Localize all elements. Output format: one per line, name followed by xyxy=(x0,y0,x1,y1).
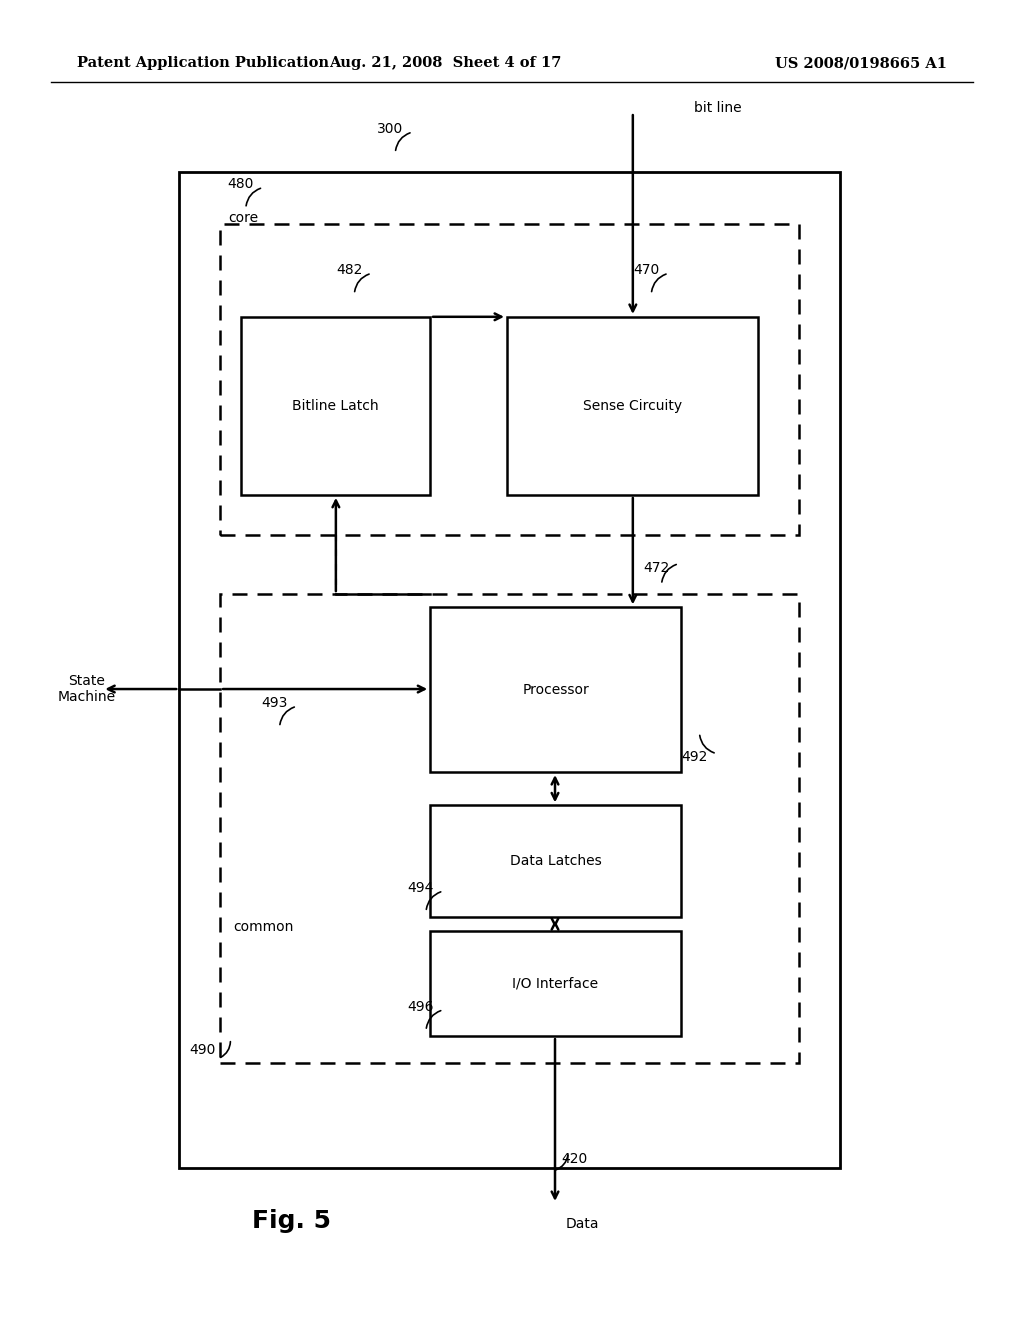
Text: common: common xyxy=(233,920,294,933)
Bar xyxy=(430,805,681,917)
Text: Aug. 21, 2008  Sheet 4 of 17: Aug. 21, 2008 Sheet 4 of 17 xyxy=(330,57,561,70)
Bar xyxy=(241,317,430,495)
Text: Data Latches: Data Latches xyxy=(510,854,601,869)
Text: 470: 470 xyxy=(633,263,659,277)
Text: 300: 300 xyxy=(377,121,403,136)
Bar xyxy=(220,224,799,535)
Bar xyxy=(507,317,758,495)
Text: core: core xyxy=(228,211,258,226)
Text: State
Machine: State Machine xyxy=(58,675,116,704)
Text: Fig. 5: Fig. 5 xyxy=(252,1209,332,1233)
Text: Sense Circuity: Sense Circuity xyxy=(583,399,682,413)
Text: 482: 482 xyxy=(336,263,362,277)
Text: 480: 480 xyxy=(227,177,254,191)
Text: 490: 490 xyxy=(189,1043,216,1057)
Text: I/O Interface: I/O Interface xyxy=(512,977,599,990)
Bar xyxy=(430,931,681,1036)
Text: 494: 494 xyxy=(408,880,434,895)
Text: Bitline Latch: Bitline Latch xyxy=(292,399,379,413)
Text: Patent Application Publication: Patent Application Publication xyxy=(77,57,329,70)
Text: 493: 493 xyxy=(261,696,288,710)
Bar xyxy=(220,594,799,1063)
Bar xyxy=(179,172,840,1168)
Text: Data: Data xyxy=(565,1217,599,1232)
Text: Processor: Processor xyxy=(522,682,589,697)
Text: 472: 472 xyxy=(643,561,670,574)
Text: 492: 492 xyxy=(681,750,708,764)
Bar xyxy=(430,607,681,772)
Text: 496: 496 xyxy=(408,999,434,1014)
Text: 420: 420 xyxy=(561,1152,588,1166)
Text: US 2008/0198665 A1: US 2008/0198665 A1 xyxy=(775,57,947,70)
Text: bit line: bit line xyxy=(694,102,742,115)
